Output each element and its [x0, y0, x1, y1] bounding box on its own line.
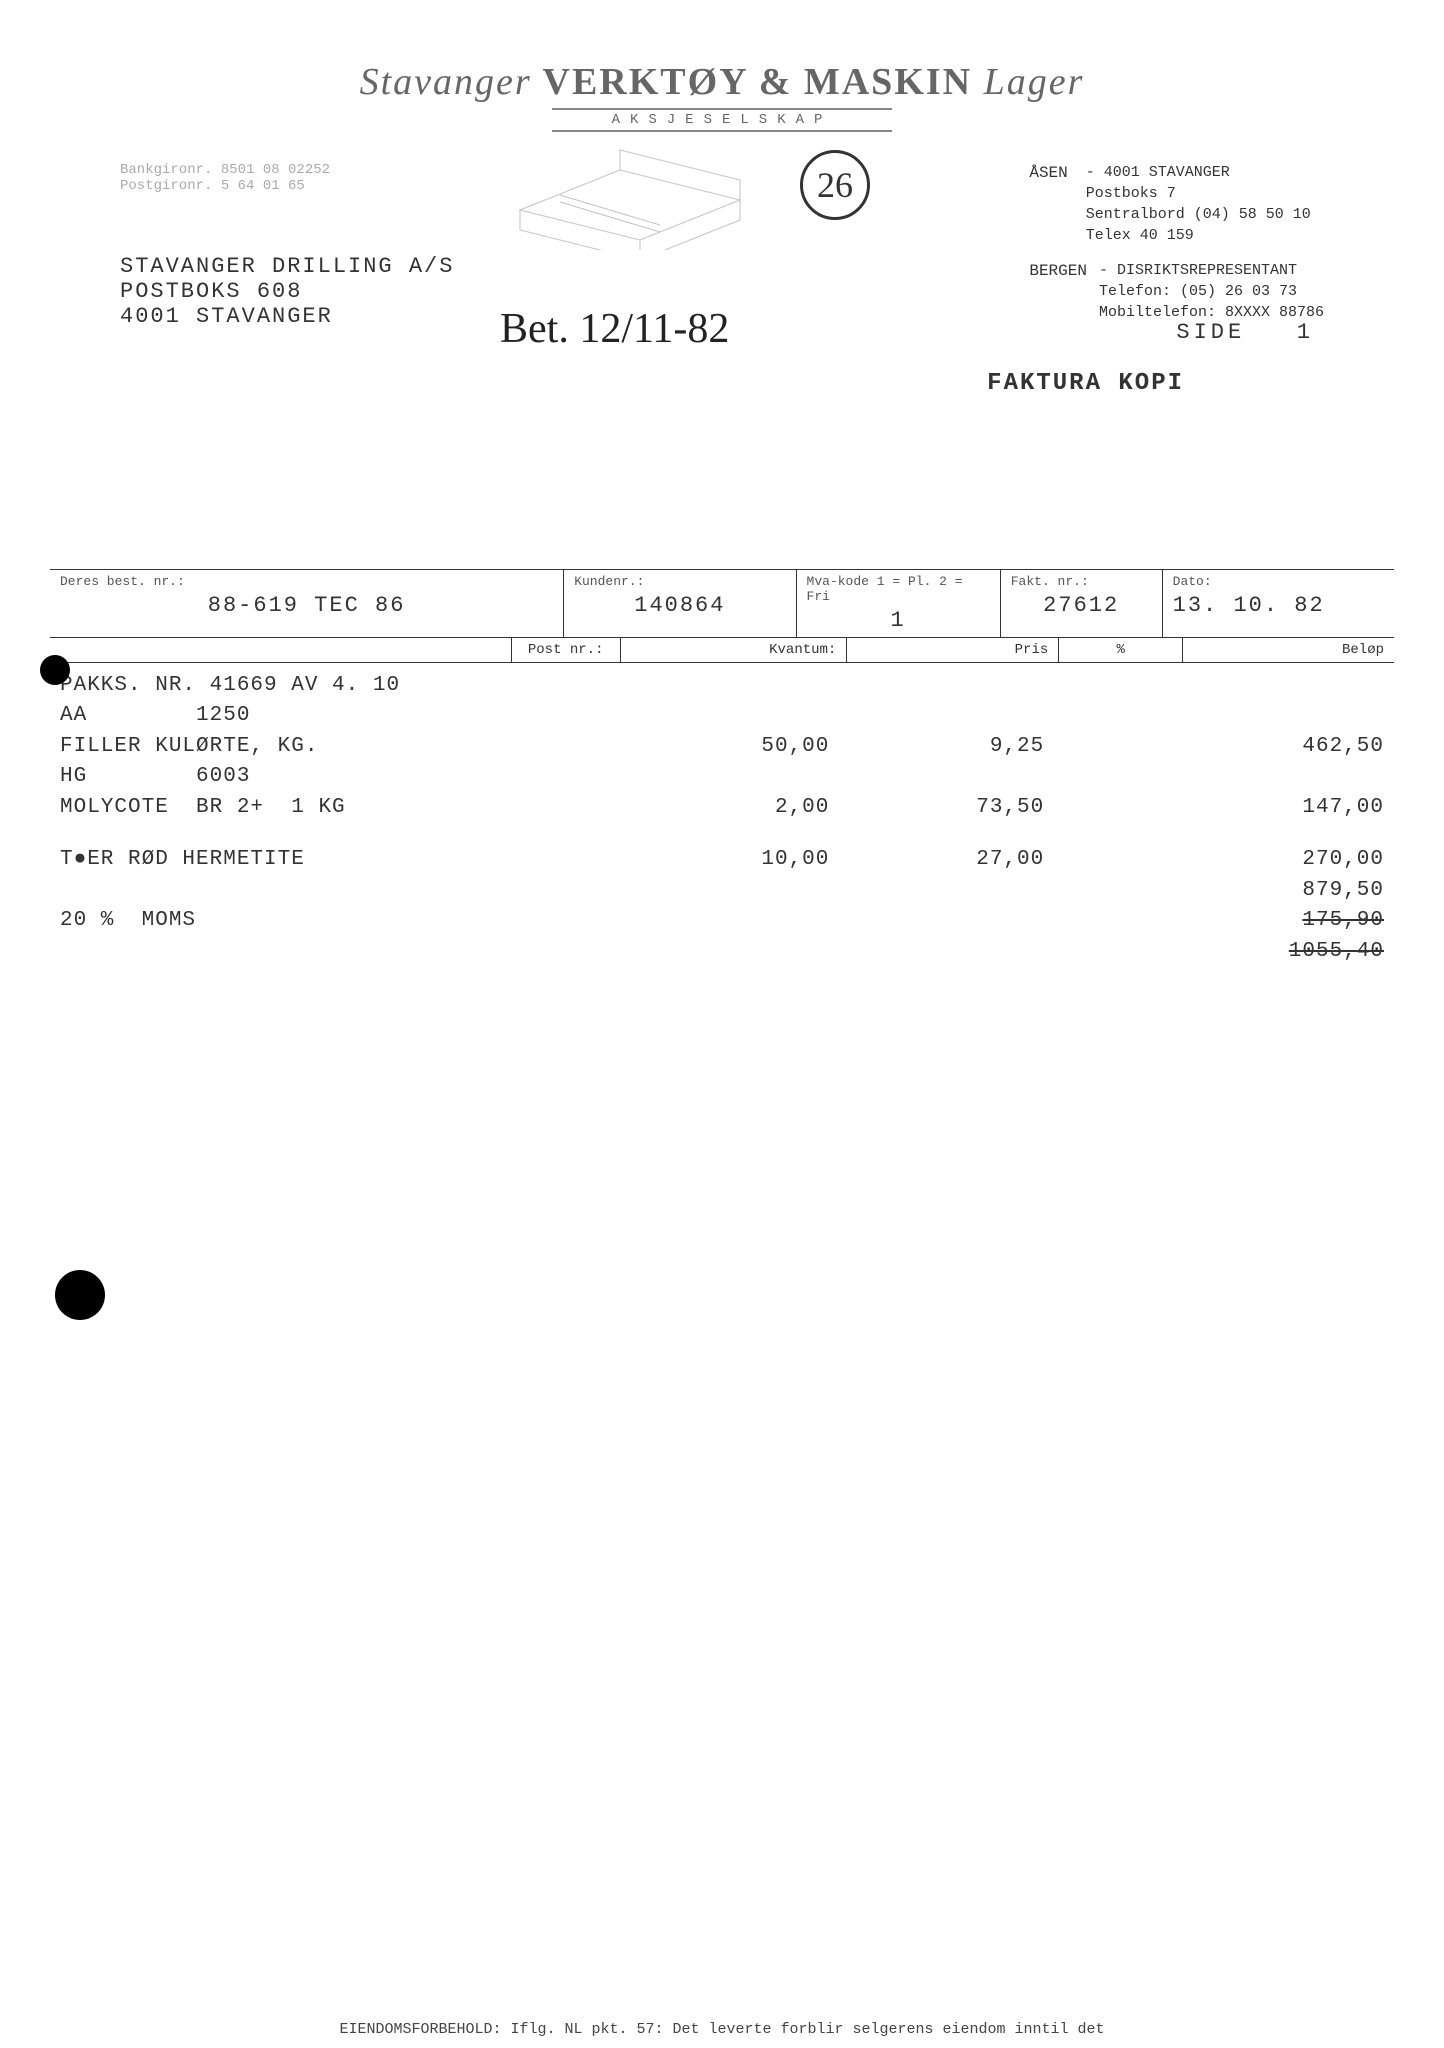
postgiro: Postgironr. 5 64 01 65 [120, 178, 454, 194]
col-pct: % [1059, 638, 1183, 662]
subtotal-row: 879,50 [50, 876, 1394, 906]
page-number: 1 [1297, 320, 1314, 345]
invoice-info-row: Deres best. nr.: 88-619 TEC 86 Kundenr.:… [50, 569, 1394, 638]
location-asen-label: ÅSEN [1029, 162, 1067, 246]
line-item-1: FILLER KULØRTE, KG. 50,00 9,25 462,50 [50, 732, 1394, 762]
document-title: FAKTURA KOPI [987, 370, 1184, 397]
kundenr-value: 140864 [574, 593, 785, 618]
recipient-address: STAVANGER DRILLING A/S POSTBOKS 608 4001… [120, 254, 454, 329]
item-code-hg: HG 6003 [50, 762, 1394, 792]
item3-qty: 10,00 [610, 845, 840, 875]
order-ref-value: 88-619 TEC 86 [60, 593, 553, 618]
kundenr-label: Kundenr.: [574, 574, 785, 589]
moms-row: 20 % MOMS 175,90 [50, 906, 1394, 936]
item2-pct [1054, 793, 1179, 823]
company-prefix: Stavanger [360, 61, 532, 103]
line-item-2: MOLYCOTE BR 2+ 1 KG 2,00 73,50 147,00 [50, 793, 1394, 823]
info-dato: Dato: 13. 10. 82 [1163, 570, 1394, 637]
col-postnr: Post nr.: [512, 638, 621, 662]
faktnr-value: 27612 [1011, 593, 1152, 618]
item1-pct [1054, 732, 1179, 762]
info-mva: Mva-kode 1 = Pl. 2 = Fri 1 [797, 570, 1001, 637]
moms-amount: 175,90 [1179, 906, 1394, 936]
line-items: PAKKS. NR. 41669 AV 4. 10 AA 1250 FILLER… [50, 671, 1394, 967]
bergen-line1: DISRIKTSREPRESENTANT [1117, 262, 1297, 279]
item1-qty: 50,00 [610, 732, 840, 762]
sender-locations: ÅSEN - 4001 STAVANGER Postboks 7 Sentral… [1029, 162, 1324, 329]
ink-blot [40, 655, 70, 685]
info-order-ref: Deres best. nr.: 88-619 TEC 86 [50, 570, 564, 637]
company-subline: AKSJESELSKAP [552, 108, 893, 132]
letterhead: Stavanger VERKTØY & MASKIN Lager AKSJESE… [50, 60, 1394, 132]
company-main: VERKTØY & MASKIN [543, 61, 973, 103]
item3-price: 27,00 [839, 845, 1054, 875]
col-pris: Pris [847, 638, 1059, 662]
item2-price: 73,50 [839, 793, 1054, 823]
faktnr-label: Fakt. nr.: [1011, 574, 1152, 589]
item2-desc: MOLYCOTE BR 2+ 1 KG [50, 793, 610, 823]
subtotal-amount: 879,50 [1179, 876, 1394, 906]
line-item-3: T●ER RØD HERMETITE 10,00 27,00 270,00 [50, 845, 1394, 875]
bankgiro: Bankgironr. 8501 08 02252 [120, 162, 454, 178]
company-name: Stavanger VERKTØY & MASKIN Lager [50, 60, 1394, 104]
item2-qty: 2,00 [610, 793, 840, 823]
item3-pct [1054, 845, 1179, 875]
info-faktnr: Fakt. nr.: 27612 [1001, 570, 1163, 637]
handwritten-payment-note: Bet. 12/11-82 [500, 305, 729, 353]
total-row: 1055,40 [50, 937, 1394, 967]
item3-desc: T●ER RØD HERMETITE [50, 845, 610, 875]
stamp-number: 26 [817, 165, 853, 205]
item1-amount: 462,50 [1179, 732, 1394, 762]
col-belop: Beløp [1183, 638, 1394, 662]
recipient-addr2: 4001 STAVANGER [120, 304, 454, 329]
dato-label: Dato: [1173, 574, 1384, 589]
item-code-aa: AA 1250 [50, 701, 1394, 731]
item2-amount: 147,00 [1179, 793, 1394, 823]
asen-line1: 4001 STAVANGER [1104, 164, 1230, 181]
page-label: SIDE [1176, 320, 1245, 345]
total-amount: 1055,40 [1179, 937, 1394, 967]
item1-price: 9,25 [839, 732, 1054, 762]
recipient-addr1: POSTBOKS 608 [120, 279, 454, 304]
mva-value: 1 [807, 608, 990, 633]
building-illustration [500, 130, 760, 250]
invoice-page: Stavanger VERKTØY & MASKIN Lager AKSJESE… [0, 0, 1444, 2048]
pack-header: PAKKS. NR. 41669 AV 4. 10 [50, 671, 1394, 701]
page-indicator: SIDE 1 [1176, 320, 1314, 345]
account-numbers: Bankgironr. 8501 08 02252 Postgironr. 5 … [120, 162, 454, 194]
bergen-line2: Telefon: (05) 26 03 73 [1099, 281, 1324, 302]
company-suffix: Lager [984, 61, 1085, 103]
dato-value: 13. 10. 82 [1173, 593, 1384, 618]
punch-hole [55, 1270, 105, 1320]
asen-line2: Postboks 7 [1086, 183, 1311, 204]
info-kundenr: Kundenr.: 140864 [564, 570, 796, 637]
recipient-name: STAVANGER DRILLING A/S [120, 254, 454, 279]
moms-label: 20 % MOMS [50, 906, 610, 936]
item1-desc: FILLER KULØRTE, KG. [50, 732, 610, 762]
asen-line3: Sentralbord (04) 58 50 10 [1086, 204, 1311, 225]
asen-line4: Telex 40 159 [1086, 225, 1311, 246]
stamp-number-circle: 26 [800, 150, 870, 220]
item3-amount: 270,00 [1179, 845, 1394, 875]
col-kvantum: Kvantum: [621, 638, 848, 662]
col-desc [50, 638, 512, 662]
footer-text: EIENDOMSFORBEHOLD: Iflg. NL pkt. 57: Det… [0, 2021, 1444, 2038]
column-headers: Post nr.: Kvantum: Pris % Beløp [50, 638, 1394, 663]
mva-label: Mva-kode 1 = Pl. 2 = Fri [807, 574, 990, 604]
order-ref-label: Deres best. nr.: [60, 574, 553, 589]
location-bergen-label: BERGEN [1029, 260, 1087, 323]
